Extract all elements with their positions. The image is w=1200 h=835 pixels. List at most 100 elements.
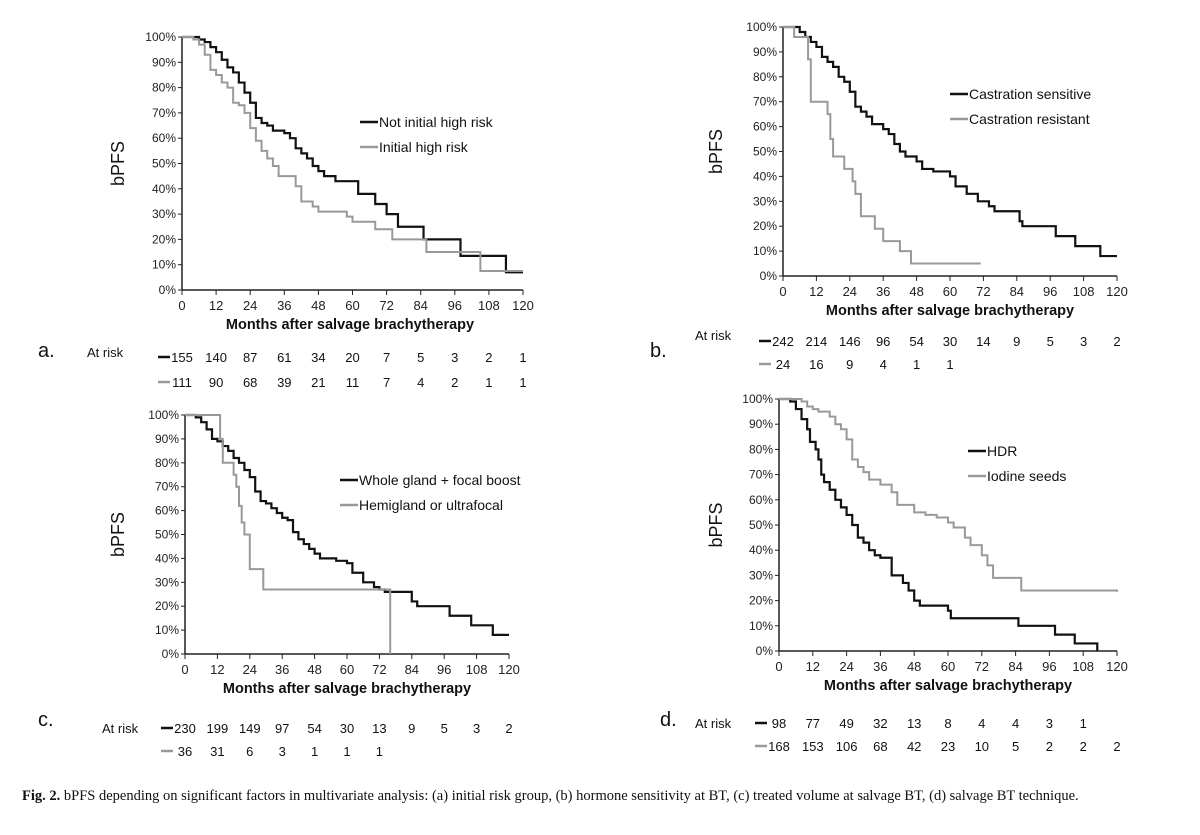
- at-risk-count: 9: [408, 721, 415, 736]
- panel-d: 0%10%20%30%40%50%60%70%80%90%100%0 12 24 36…: [660, 392, 1128, 754]
- at-risk-count: 4: [1012, 716, 1019, 731]
- y-tick-label: 90%: [753, 45, 777, 59]
- x-axis-title: Months after salvage brachytherapy: [223, 681, 471, 697]
- y-axis-title: bPFS: [108, 141, 128, 186]
- at-risk-count: 32: [873, 716, 887, 731]
- at-risk-count: 1: [311, 744, 318, 759]
- at-risk-count: 5: [417, 350, 424, 365]
- x-tick-label: 60: [941, 659, 955, 674]
- at-risk-count: 7: [383, 350, 390, 365]
- at-risk-count: 68: [243, 375, 257, 390]
- y-tick-label: 60%: [152, 131, 176, 145]
- x-tick-label: 24: [839, 659, 853, 674]
- at-risk-count: 3: [473, 721, 480, 736]
- x-tick-label: 72: [976, 284, 990, 299]
- at-risk-count: 54: [909, 334, 923, 349]
- y-tick-label: 10%: [753, 244, 777, 258]
- x-tick-label: 84: [413, 298, 427, 313]
- y-tick-label: 40%: [155, 551, 179, 565]
- y-tick-label: 60%: [155, 504, 179, 518]
- x-tick-label: 120: [1106, 284, 1128, 299]
- at-risk-count: 87: [243, 350, 257, 365]
- y-tick-label: 50%: [753, 145, 777, 159]
- y-axis-title: bPFS: [108, 512, 128, 557]
- y-tick-label: 20%: [155, 599, 179, 613]
- y-tick-label: 10%: [152, 258, 176, 272]
- at-risk-count: 39: [277, 375, 291, 390]
- at-risk-count: 5: [441, 721, 448, 736]
- at-risk-count: 2: [505, 721, 512, 736]
- x-tick-label: 108: [1072, 659, 1094, 674]
- x-tick-label: 96: [448, 298, 462, 313]
- y-tick-label: 20%: [152, 232, 176, 246]
- x-tick-label: 96: [1043, 284, 1057, 299]
- y-tick-label: 80%: [155, 456, 179, 470]
- at-risk-count: 1: [376, 744, 383, 759]
- at-risk-count: 3: [451, 350, 458, 365]
- legend-entry: Castration sensitive: [969, 86, 1091, 102]
- km-curve-gray: [783, 26, 981, 265]
- panel-label: a.: [38, 340, 55, 362]
- at-risk-count: 14: [976, 334, 990, 349]
- y-tick-label: 100%: [746, 20, 777, 34]
- at-risk-count: 106: [836, 739, 858, 754]
- at-risk-count: 31: [210, 744, 224, 759]
- y-tick-label: 0%: [756, 644, 774, 658]
- panel-c: 0%10%20%30%40%50%60%70%80%90%100%0 12 24 36…: [38, 408, 521, 759]
- km-curve-gray: [185, 414, 392, 654]
- at-risk-count: 1: [913, 357, 920, 372]
- y-tick-label: 90%: [155, 432, 179, 446]
- x-tick-label: 36: [275, 662, 289, 677]
- at-risk-count: 30: [943, 334, 957, 349]
- at-risk-count: 68: [873, 739, 887, 754]
- at-risk-count: 5: [1047, 334, 1054, 349]
- x-tick-label: 0: [181, 662, 188, 677]
- panel-label: b.: [650, 340, 667, 362]
- y-tick-label: 10%: [749, 619, 773, 633]
- x-axis-title: Months after salvage brachytherapy: [226, 317, 474, 333]
- y-axis-title: bPFS: [706, 129, 726, 174]
- x-tick-label: 24: [843, 284, 857, 299]
- legend-entry: Whole gland + focal boost: [359, 472, 521, 488]
- at-risk-count: 10: [975, 739, 989, 754]
- at-risk-count: 1: [519, 350, 526, 365]
- x-tick-label: 60: [340, 662, 354, 677]
- y-tick-label: 100%: [148, 408, 179, 422]
- legend-entry: Not initial high risk: [379, 114, 494, 130]
- y-tick-label: 20%: [749, 594, 773, 608]
- caption-label: Fig. 2.: [22, 788, 61, 804]
- x-tick-label: 96: [1042, 659, 1056, 674]
- x-tick-label: 48: [909, 284, 923, 299]
- at-risk-count: 1: [519, 375, 526, 390]
- x-tick-label: 36: [277, 298, 291, 313]
- y-tick-label: 40%: [753, 169, 777, 183]
- at-risk-count: 21: [311, 375, 325, 390]
- at-risk-count: 98: [772, 716, 786, 731]
- at-risk-count: 1: [946, 357, 953, 372]
- at-risk-count: 199: [207, 721, 229, 736]
- at-risk-count: 49: [839, 716, 853, 731]
- x-tick-label: 0: [178, 298, 185, 313]
- x-tick-label: 24: [243, 298, 257, 313]
- x-axis-title: Months after salvage brachytherapy: [826, 303, 1074, 319]
- at-risk-count: 97: [275, 721, 289, 736]
- panel-b: 0%10%20%30%40%50%60%70%80%90%100%0 12 24 36…: [650, 20, 1128, 372]
- at-risk-count: 3: [279, 744, 286, 759]
- km-curve-gray: [779, 398, 1118, 592]
- at-risk-count: 2: [451, 375, 458, 390]
- x-tick-label: 60: [345, 298, 359, 313]
- y-tick-label: 100%: [145, 30, 176, 44]
- at-risk-count: 168: [768, 739, 790, 754]
- at-risk-count: 36: [178, 744, 192, 759]
- x-tick-label: 120: [498, 662, 520, 677]
- x-tick-label: 60: [943, 284, 957, 299]
- x-tick-label: 48: [311, 298, 325, 313]
- at-risk-label: At risk: [695, 716, 732, 731]
- at-risk-count: 4: [978, 716, 985, 731]
- x-tick-label: 12: [806, 659, 820, 674]
- at-risk-count: 42: [907, 739, 921, 754]
- y-tick-label: 80%: [753, 70, 777, 84]
- at-risk-count: 149: [239, 721, 261, 736]
- x-tick-label: 48: [307, 662, 321, 677]
- at-risk-count: 20: [345, 350, 359, 365]
